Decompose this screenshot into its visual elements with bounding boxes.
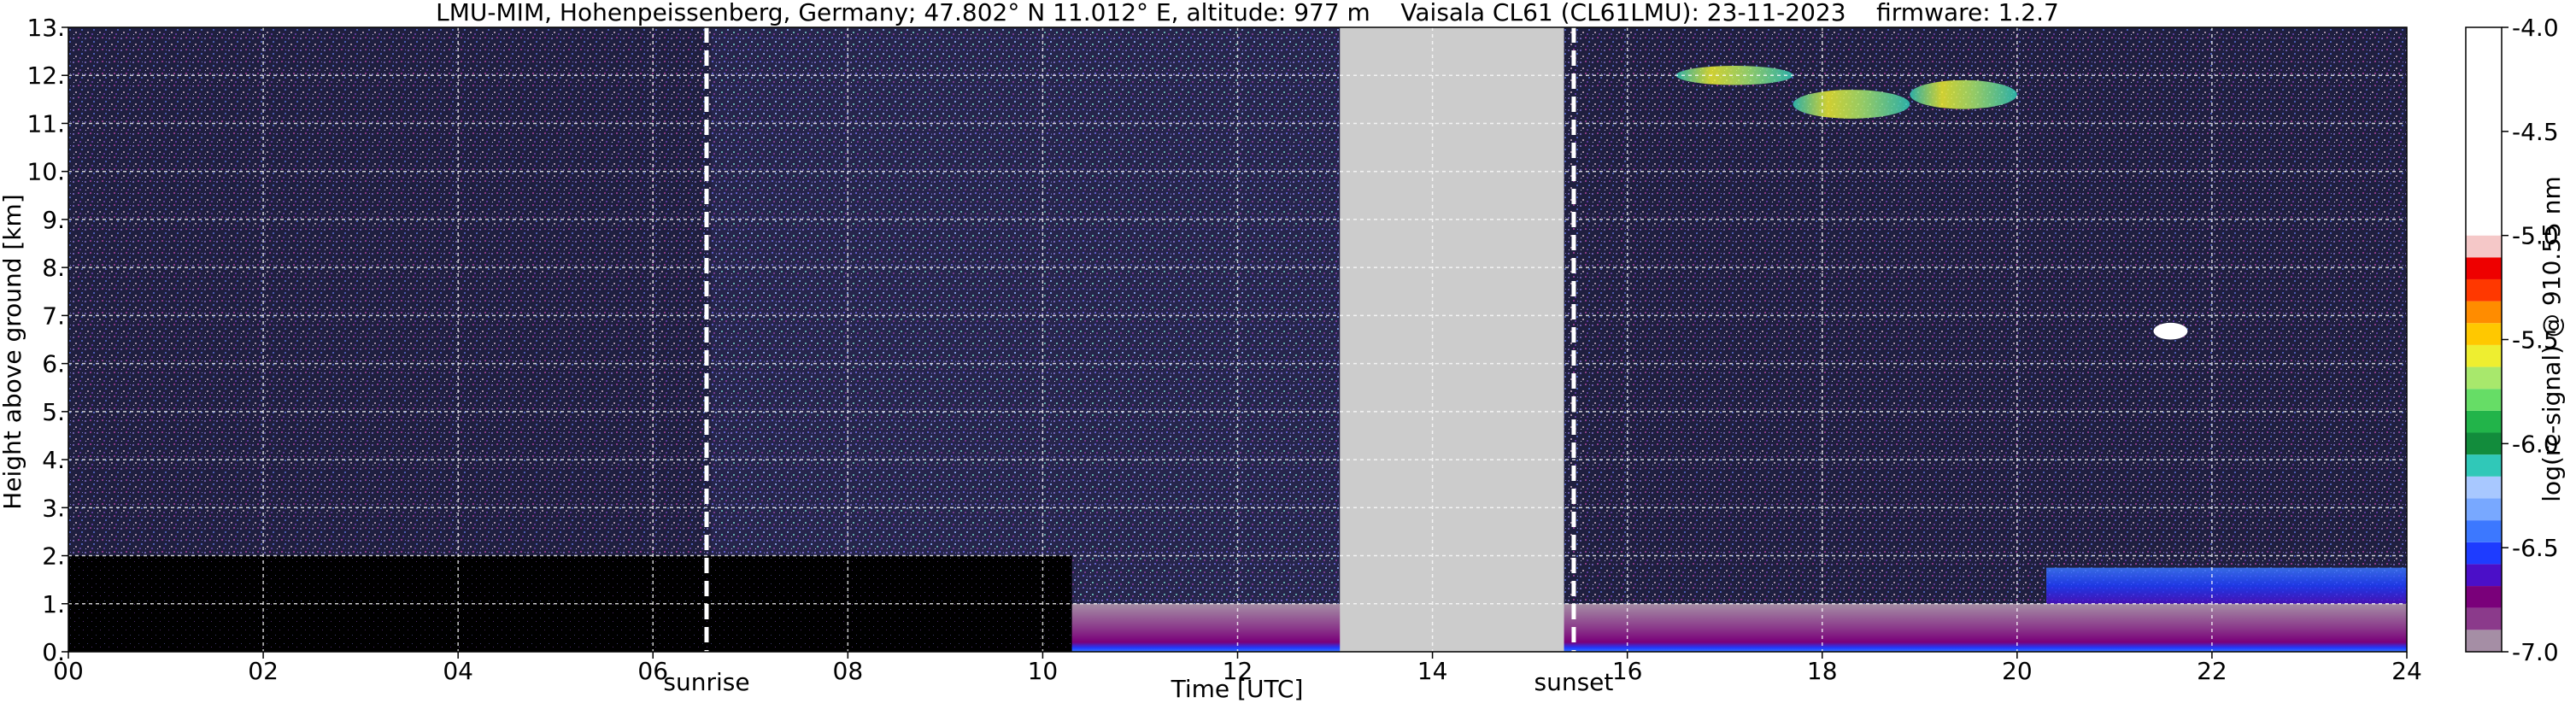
- y-tick-label: 0.: [42, 638, 65, 666]
- y-tick-label: 3.: [42, 494, 65, 522]
- y-tick-label: 11.: [26, 109, 65, 138]
- colorbar-segment: [2466, 235, 2502, 258]
- x-axis: 00 02 04 06 08 10 12 14 16 18 20 22 24: [53, 652, 2422, 685]
- x-tick-label: 18: [1807, 657, 1838, 685]
- cirrus-feature-4: [1910, 79, 2017, 109]
- x-tick-label: 08: [833, 657, 864, 685]
- colorbar-segment: [2466, 542, 2502, 565]
- x-tick-label: 10: [1028, 657, 1059, 685]
- y-tick-label: 9.: [42, 206, 65, 234]
- colorbar-segment: [2466, 564, 2502, 587]
- colorbar-tick-label: -6.0: [2512, 430, 2559, 458]
- daytime-signal: [711, 27, 1341, 652]
- x-tick-label: 06: [637, 657, 668, 685]
- y-tick-label: 6.: [42, 350, 65, 378]
- sunrise-label: sunrise: [663, 668, 749, 696]
- y-tick-label: 7.: [42, 302, 65, 330]
- colorbar-segment: [2466, 432, 2502, 455]
- colorbar-tick-label: -4.0: [2512, 14, 2559, 42]
- x-tick-label: 16: [1612, 657, 1643, 685]
- plot-area: [67, 26, 2408, 653]
- grid-layer: [68, 27, 2407, 652]
- colorbar-segment: [2466, 410, 2502, 433]
- y-tick-label: 1.: [42, 590, 65, 618]
- x-tick-label: 02: [248, 657, 279, 685]
- colorbar: [2465, 26, 2503, 653]
- colorbar-axis: -4.0 -4.5 -5.0 -5.5 -6.0 -6.5 -7.0: [2502, 14, 2559, 666]
- colorbar-segment: [2466, 389, 2502, 411]
- missing-data-region: [1340, 27, 1564, 652]
- y-tick-label: 4.: [42, 446, 65, 474]
- colorbar-segment: [2466, 607, 2502, 630]
- y-tick-label: 12.: [26, 62, 65, 90]
- x-tick-label: 24: [2391, 657, 2422, 685]
- x-tick-label: 00: [53, 657, 84, 685]
- y-tick-label: 8.: [42, 254, 65, 282]
- x-tick-label: 12: [1223, 657, 1253, 685]
- colorbar-segment: [2466, 301, 2502, 324]
- colorbar-tick-label: -5.0: [2512, 222, 2559, 250]
- y-tick-label: 13.: [26, 14, 65, 42]
- colorbar-segment: [2466, 27, 2502, 236]
- y-tick-label: 2.: [42, 542, 65, 571]
- x-tick-label: 04: [443, 657, 473, 685]
- x-tick-label: 22: [2197, 657, 2227, 685]
- colorbar-tick-label: -6.5: [2512, 534, 2559, 562]
- y-tick-label: 10.: [26, 158, 65, 186]
- features-layer: [1071, 65, 2407, 652]
- cirrus-feature-2: [1675, 65, 1793, 85]
- colorbar-segment: [2466, 586, 2502, 608]
- colorbar-segment: [2466, 520, 2502, 542]
- colorbar-segment: [2466, 278, 2502, 302]
- chart-title: LMU-MIM, Hohenpeissenberg, Germany; 47.8…: [436, 0, 2059, 26]
- colorbar-segment: [2466, 344, 2502, 367]
- y-axis: 0. 1. 2. 3. 4. 5. 6. 7. 8. 9. 10. 11. 12. 13.: [26, 14, 68, 666]
- x-axis-label: Time [UTC]: [1171, 675, 1304, 703]
- colorbar-label: log(rc-signal) @ 910.55 nm: [2538, 176, 2566, 501]
- aerosol-layer-feature-1: [2046, 567, 2407, 604]
- cirrus-feature-3: [1793, 90, 1910, 119]
- x-tick-label: 14: [1417, 657, 1448, 685]
- colorbar-segment: [2466, 366, 2502, 390]
- colorbar-tick-label: -5.5: [2512, 326, 2559, 354]
- colorbar-segment: [2466, 323, 2502, 345]
- colorbar-segment: [2466, 257, 2502, 279]
- y-axis-label: Height above ground [km]: [0, 194, 26, 510]
- colorbar-tick-label: -7.0: [2512, 638, 2559, 666]
- cloud-feature-5: [2153, 322, 2188, 340]
- marker-layer: [704, 27, 1576, 652]
- sunset-label: sunset: [1534, 668, 1614, 696]
- x-tick-label: 20: [2002, 657, 2033, 685]
- colorbar-segment: [2466, 630, 2502, 652]
- boundary-layer-feature-0: [1071, 603, 2407, 652]
- colorbar-segment: [2466, 498, 2502, 521]
- y-tick-label: 5.: [42, 398, 65, 426]
- colorbar-segment: [2466, 476, 2502, 499]
- colorbar-tick-label: -4.5: [2512, 118, 2559, 146]
- colorbar-segment: [2466, 454, 2502, 477]
